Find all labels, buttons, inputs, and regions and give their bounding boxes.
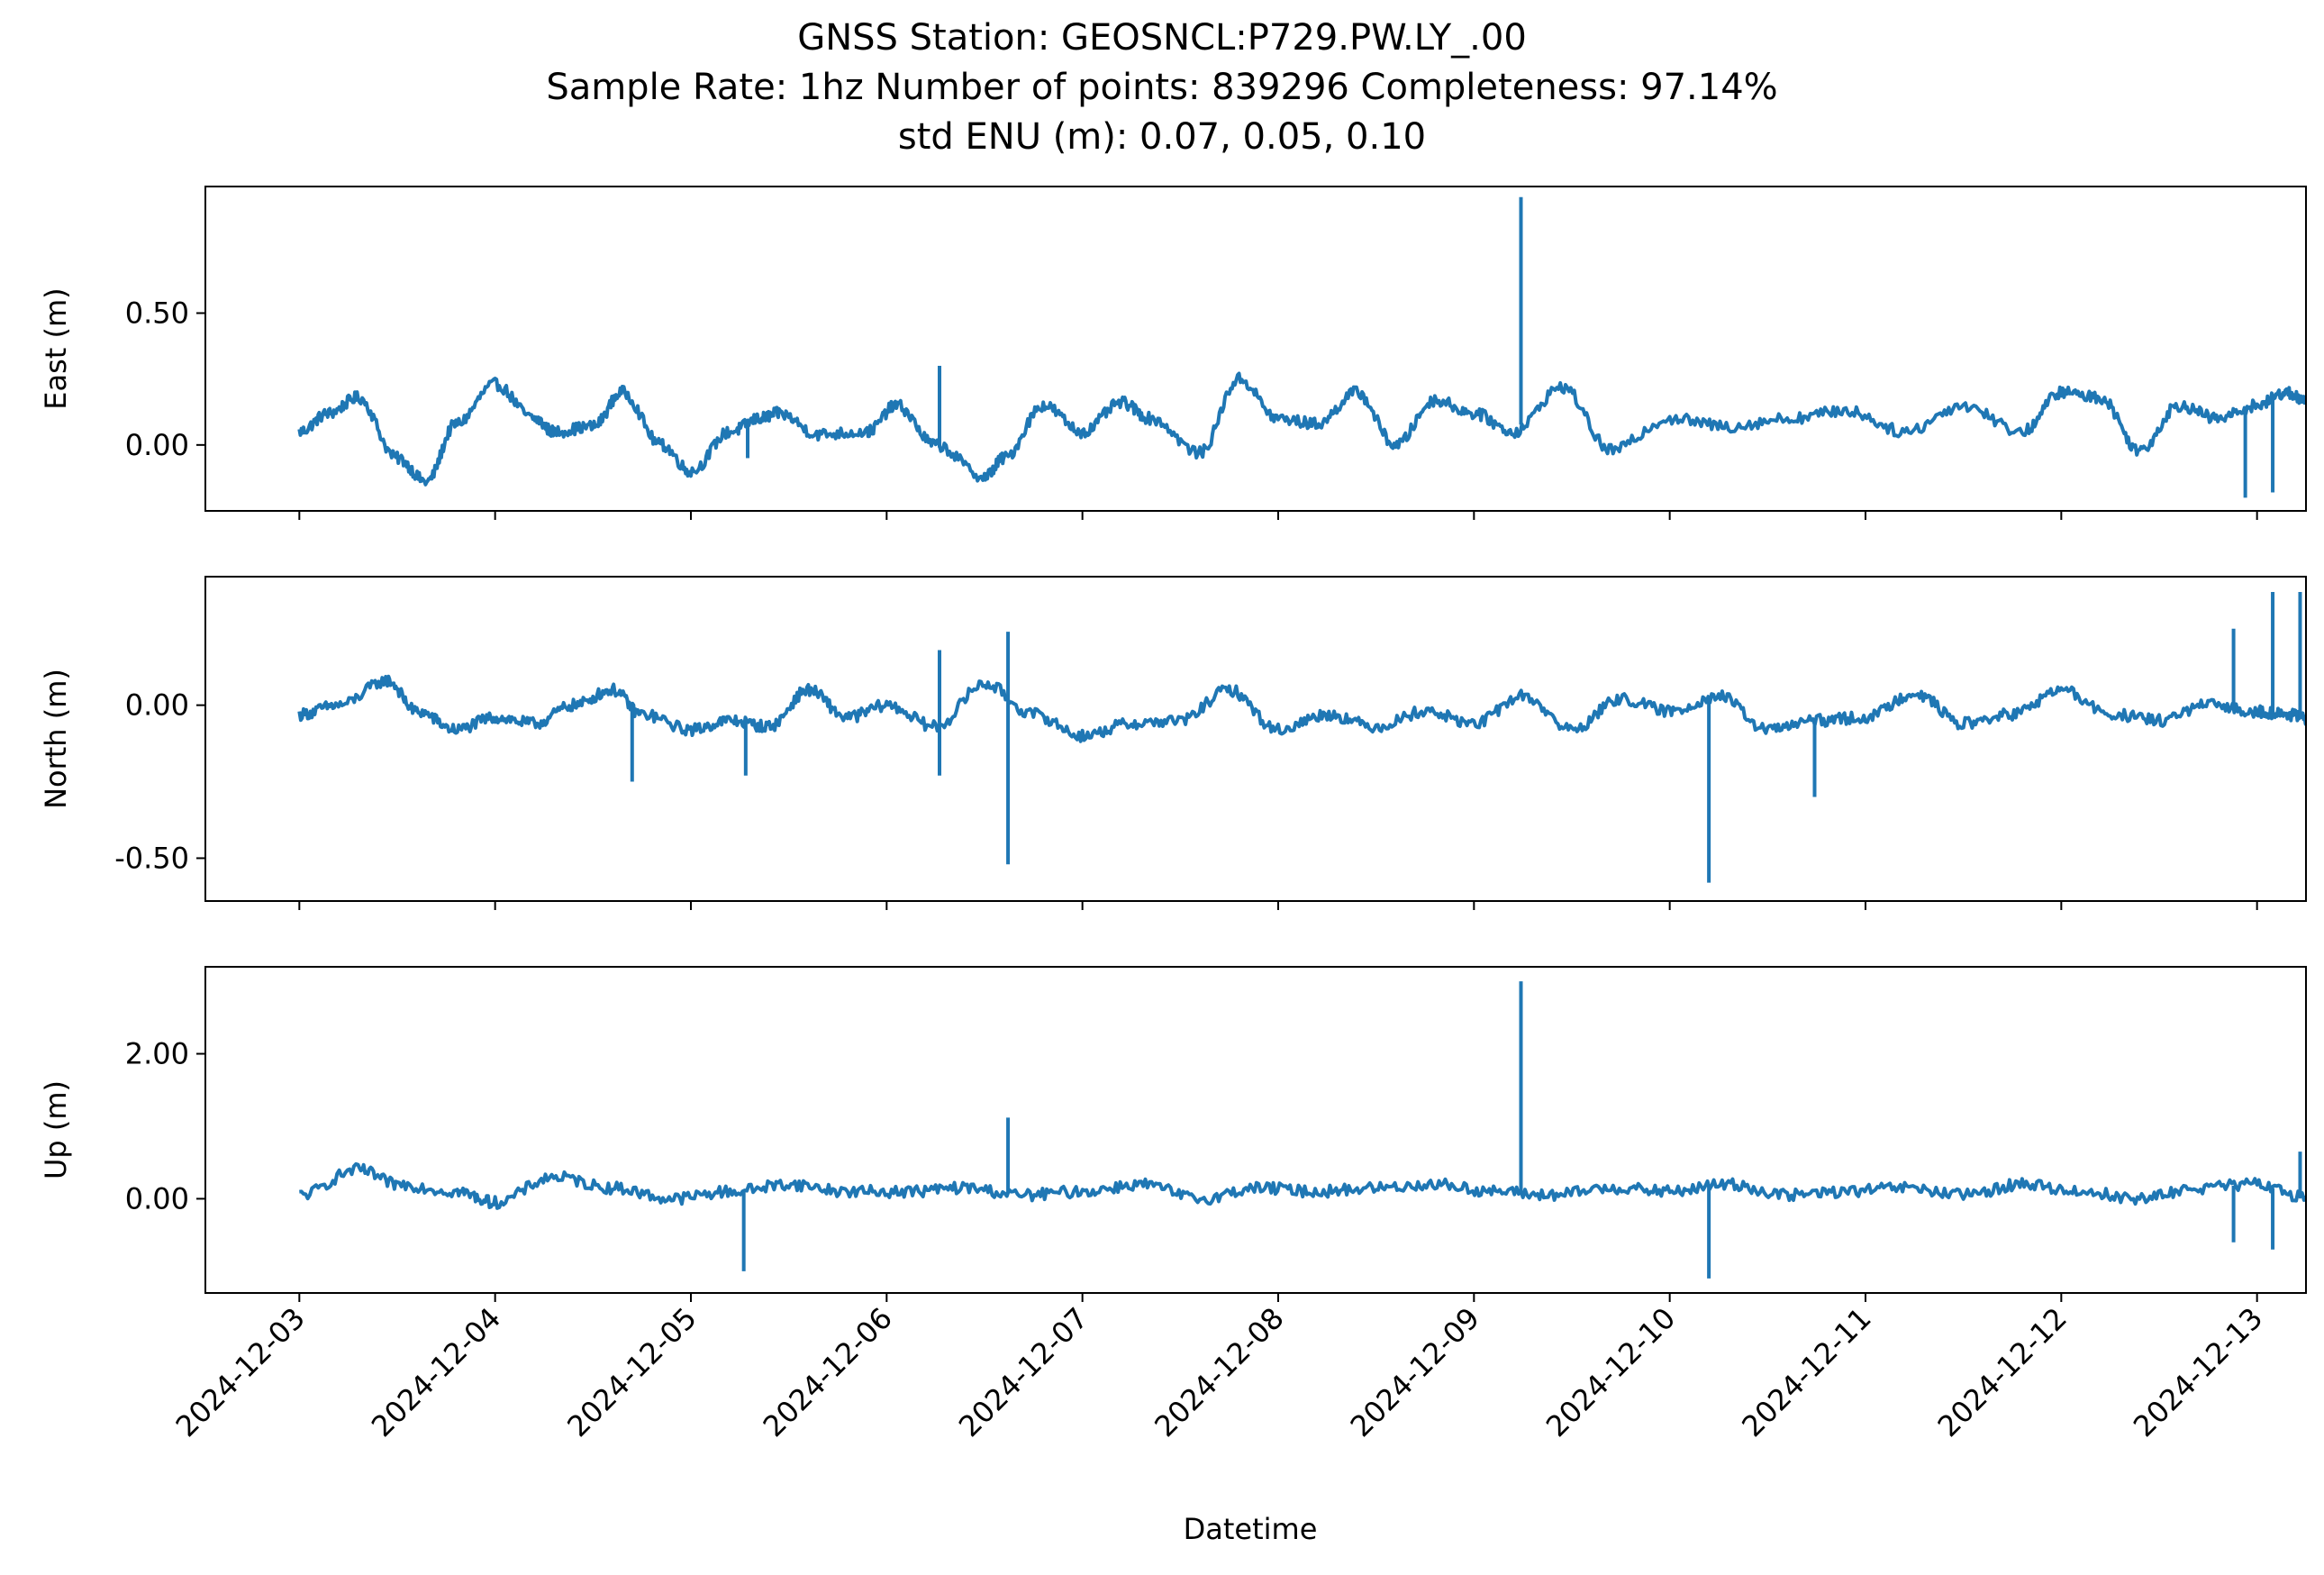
series-line	[299, 1161, 2306, 1210]
series-line	[297, 674, 2306, 743]
chart-title-line-3: std ENU (m): 0.07, 0.05, 0.10	[898, 116, 1426, 158]
y-axis-label: East (m)	[39, 287, 73, 409]
series-line	[297, 371, 2306, 487]
y-axis-label: Up (m)	[39, 1080, 73, 1179]
chart-title-line-2: Sample Rate: 1hz Number of points: 83929…	[546, 67, 1777, 108]
up-panel: 2.00 0.00 Up (m)	[39, 966, 2307, 1302]
panel-frame	[204, 576, 2307, 902]
chart-title-line-1: GNSS Station: GEOSNCL:P729.PW.LY_.00	[797, 17, 1527, 59]
north-panel: 0.00 -0.50 North (m)	[39, 576, 2307, 910]
y-axis-label: North (m)	[39, 669, 73, 809]
y-tick-label: 0.00	[125, 1181, 189, 1215]
east-panel: 0.50 0.00 East (m)	[39, 186, 2307, 520]
y-tick-label: 2.00	[125, 1037, 189, 1071]
x-axis-label: Datetime	[1184, 1512, 1318, 1546]
panel-frame	[204, 966, 2307, 1294]
y-tick-label: -0.50	[114, 841, 189, 875]
y-tick-label: 0.50	[125, 296, 189, 330]
y-tick-label: 0.00	[125, 428, 189, 462]
panel-frame	[204, 186, 2307, 512]
y-tick-label: 0.00	[125, 688, 189, 723]
